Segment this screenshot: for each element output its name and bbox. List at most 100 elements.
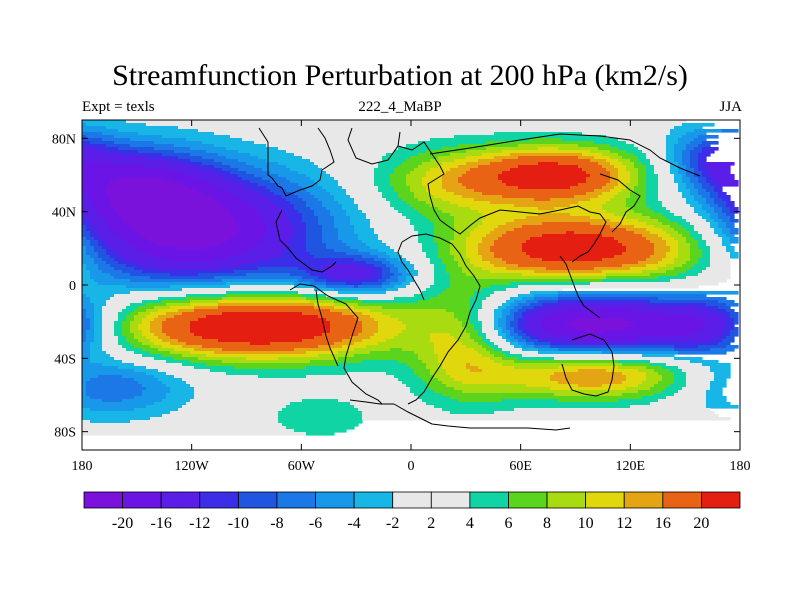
contour-cell	[678, 168, 687, 172]
contour-cell	[406, 279, 415, 283]
contour-cell	[638, 390, 663, 394]
contour-cell	[82, 270, 91, 274]
contour-cell	[158, 267, 223, 271]
contour-cell	[282, 252, 311, 256]
colorbar-swatch	[701, 491, 741, 509]
contour-cell	[514, 204, 571, 208]
contour-cell	[494, 342, 511, 346]
contour-cell	[698, 162, 707, 166]
contour-cell	[682, 195, 695, 199]
contour-cell	[442, 186, 467, 190]
colorbar-swatch	[83, 491, 123, 509]
colorbar-label: -8	[270, 515, 283, 532]
contour-cell	[162, 345, 183, 349]
contour-cell	[482, 240, 495, 244]
contour-cell	[710, 246, 727, 250]
contour-cell	[518, 285, 699, 289]
contour-cell	[126, 348, 143, 352]
contour-cell	[166, 333, 195, 337]
contour-cell	[330, 327, 363, 331]
contour-cell	[522, 246, 627, 250]
contour-cell	[674, 156, 683, 160]
contour-cell	[558, 294, 707, 298]
contour-cell	[82, 402, 155, 406]
coastline-antarctic-peninsula	[349, 399, 394, 405]
contour-cell	[122, 399, 163, 403]
contour-cell	[90, 300, 107, 304]
contour-cell	[450, 153, 483, 157]
contour-cell	[86, 192, 107, 196]
contour-cell	[406, 327, 467, 331]
contour-cell	[474, 198, 535, 202]
contour-cell	[438, 165, 459, 169]
contour-cell	[478, 342, 487, 346]
contour-cell	[482, 369, 579, 373]
contour-cell	[402, 273, 411, 277]
contour-cell	[590, 150, 611, 154]
contour-cell	[638, 171, 647, 175]
contour-cell	[138, 324, 151, 328]
contour-cell	[478, 366, 515, 370]
contour-cell	[154, 402, 187, 406]
contour-cell	[302, 186, 323, 190]
contour-cell	[654, 243, 667, 247]
contour-cell	[398, 147, 443, 151]
colorbar-label: -20	[112, 515, 133, 532]
contour-cell	[114, 327, 123, 331]
contour-cell	[170, 306, 195, 310]
colorbar-swatch	[199, 491, 239, 509]
contour-cell	[710, 171, 731, 175]
contour-cell	[94, 333, 103, 337]
contour-cell	[678, 141, 691, 145]
contour-cell	[442, 162, 467, 166]
contour-cell	[362, 210, 399, 214]
contour-cell	[654, 246, 671, 250]
contour-cell	[126, 315, 135, 319]
contour-cell	[658, 186, 679, 190]
contour-cell	[474, 276, 607, 280]
contour-cell	[410, 204, 431, 208]
contour-cell	[686, 201, 699, 205]
contour-cell	[346, 210, 363, 214]
contour-cell	[662, 258, 675, 262]
contour-cell	[486, 336, 503, 340]
season-label: JJA	[719, 99, 742, 115]
contour-cell	[270, 198, 287, 202]
contour-cell	[86, 252, 99, 256]
contour-cell	[698, 243, 707, 247]
contour-cell	[222, 348, 295, 352]
contour-cell	[94, 321, 103, 325]
contour-cell	[182, 363, 207, 367]
contour-cell	[678, 183, 687, 187]
contour-cell	[82, 411, 171, 415]
contour-cell	[522, 297, 535, 301]
contour-cell	[378, 327, 407, 331]
contour-cell	[490, 345, 499, 349]
contour-cell	[190, 327, 331, 331]
contour-cell	[122, 324, 131, 328]
contour-cell	[442, 408, 515, 412]
contour-cell	[658, 174, 675, 178]
contour-cell	[362, 312, 383, 316]
contour-cell	[186, 297, 223, 301]
contour-cell	[610, 144, 635, 148]
contour-cell	[474, 339, 483, 343]
contour-cell	[662, 201, 687, 205]
colorbar-swatch	[662, 491, 702, 509]
contour-cell	[246, 357, 279, 361]
contour-cell	[390, 177, 407, 181]
contour-cell	[82, 246, 87, 250]
contour-cell	[206, 180, 235, 184]
contour-cell	[254, 189, 271, 193]
contour-cell	[402, 213, 423, 217]
contour-cell	[570, 336, 639, 340]
contour-cell	[454, 219, 483, 223]
contour-cell	[298, 171, 327, 175]
contour-cell	[90, 327, 95, 331]
contour-cell	[630, 180, 639, 184]
contour-cell	[102, 321, 115, 325]
contour-cell	[294, 234, 307, 238]
contour-cell	[678, 255, 691, 259]
contour-cell	[730, 228, 739, 232]
contour-cell	[646, 177, 659, 181]
